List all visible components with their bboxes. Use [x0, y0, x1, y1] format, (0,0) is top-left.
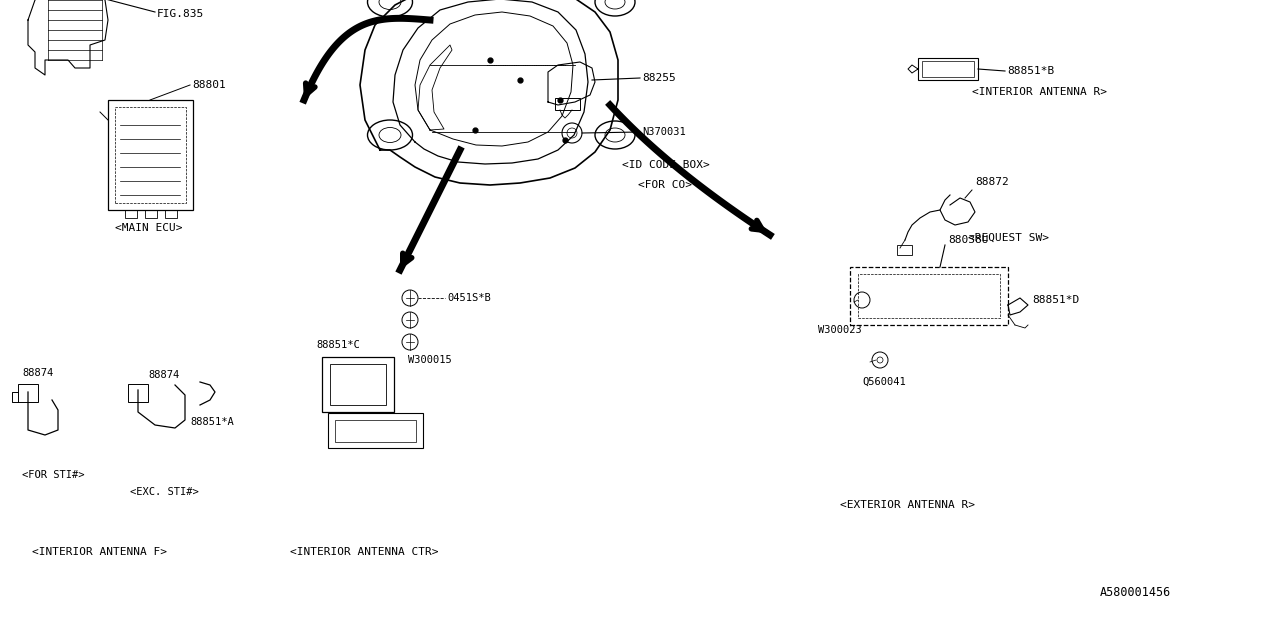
Bar [897, 245, 913, 255]
Text: 88801: 88801 [192, 80, 225, 90]
Text: <FOR CO>: <FOR CO> [637, 180, 692, 190]
Text: A580001456: A580001456 [1100, 586, 1171, 598]
Text: <EXTERIOR ANTENNA R>: <EXTERIOR ANTENNA R> [840, 500, 975, 510]
Text: 88851*A: 88851*A [189, 417, 234, 427]
Bar [323, 357, 394, 412]
Bar [18, 384, 38, 402]
Bar [128, 384, 148, 402]
Bar [125, 210, 137, 218]
Bar [328, 413, 422, 448]
Bar [165, 210, 177, 218]
Bar [922, 61, 974, 77]
Text: 88851*C: 88851*C [316, 340, 360, 350]
Text: 88851*D: 88851*D [1032, 295, 1079, 305]
Text: <MAIN ECU>: <MAIN ECU> [115, 223, 183, 233]
Bar [330, 364, 387, 405]
Text: <INTERIOR ANTENNA CTR>: <INTERIOR ANTENNA CTR> [291, 547, 439, 557]
Text: FIG.835: FIG.835 [157, 9, 205, 19]
Bar [850, 267, 1009, 325]
Text: 88851*B: 88851*B [1007, 66, 1055, 76]
Text: <REQUEST SW>: <REQUEST SW> [968, 233, 1050, 243]
Text: W300023: W300023 [818, 325, 861, 335]
Bar [918, 58, 978, 80]
Bar [858, 274, 1000, 318]
Bar [556, 98, 580, 110]
Text: <ID CODE BOX>: <ID CODE BOX> [622, 160, 709, 170]
Text: <INTERIOR ANTENNA R>: <INTERIOR ANTENNA R> [972, 87, 1107, 97]
Text: 88874: 88874 [148, 370, 179, 380]
Bar [108, 100, 193, 210]
Text: <FOR STI#>: <FOR STI#> [22, 470, 84, 480]
Text: N370031: N370031 [643, 127, 686, 137]
Text: Q560041: Q560041 [861, 377, 906, 387]
Bar [145, 210, 157, 218]
Text: 0451S*B: 0451S*B [447, 293, 490, 303]
Text: 88874: 88874 [22, 368, 54, 378]
Text: 88038U: 88038U [948, 235, 988, 245]
Text: 88255: 88255 [643, 73, 676, 83]
Text: 88872: 88872 [975, 177, 1009, 187]
Text: <INTERIOR ANTENNA F>: <INTERIOR ANTENNA F> [32, 547, 166, 557]
Bar [335, 420, 416, 442]
Text: W300015: W300015 [408, 355, 452, 365]
Text: <EXC. STI#>: <EXC. STI#> [131, 487, 198, 497]
Bar [115, 107, 186, 203]
